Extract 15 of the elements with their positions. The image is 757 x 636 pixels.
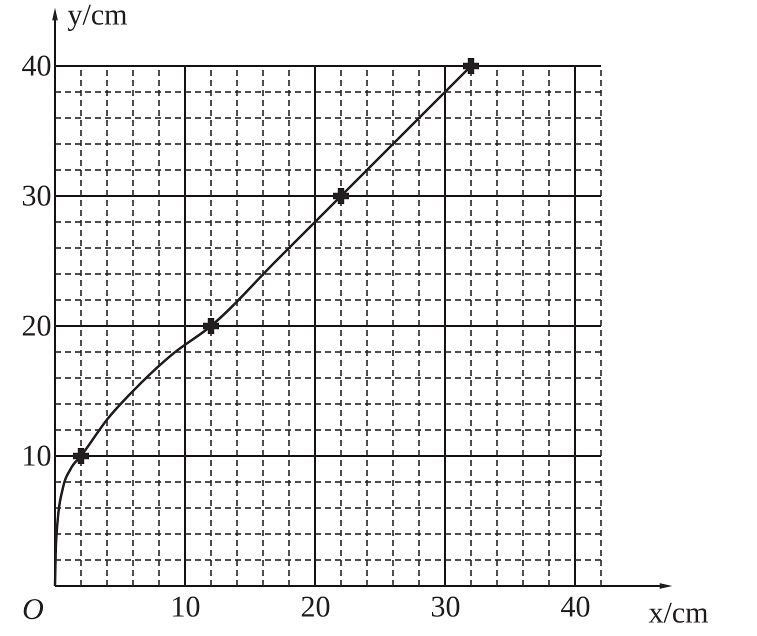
y-axis-title: y/cm <box>68 0 128 32</box>
x-tick-label: 10 <box>170 590 200 624</box>
point <box>332 188 350 204</box>
x-tick-label: 40 <box>560 590 590 624</box>
point <box>462 58 480 74</box>
y-tick-label: 20 <box>22 310 52 342</box>
y-tick-label: 40 <box>22 50 52 82</box>
y-tick-label: 30 <box>22 180 52 212</box>
point <box>72 448 90 464</box>
annotation: O <box>22 593 44 626</box>
x-axis-title: x/cm <box>648 596 708 630</box>
x-tick-label: 20 <box>300 590 330 624</box>
y-tick-label: 10 <box>22 440 52 472</box>
x-tick-label: 30 <box>430 590 460 624</box>
point <box>202 318 220 334</box>
